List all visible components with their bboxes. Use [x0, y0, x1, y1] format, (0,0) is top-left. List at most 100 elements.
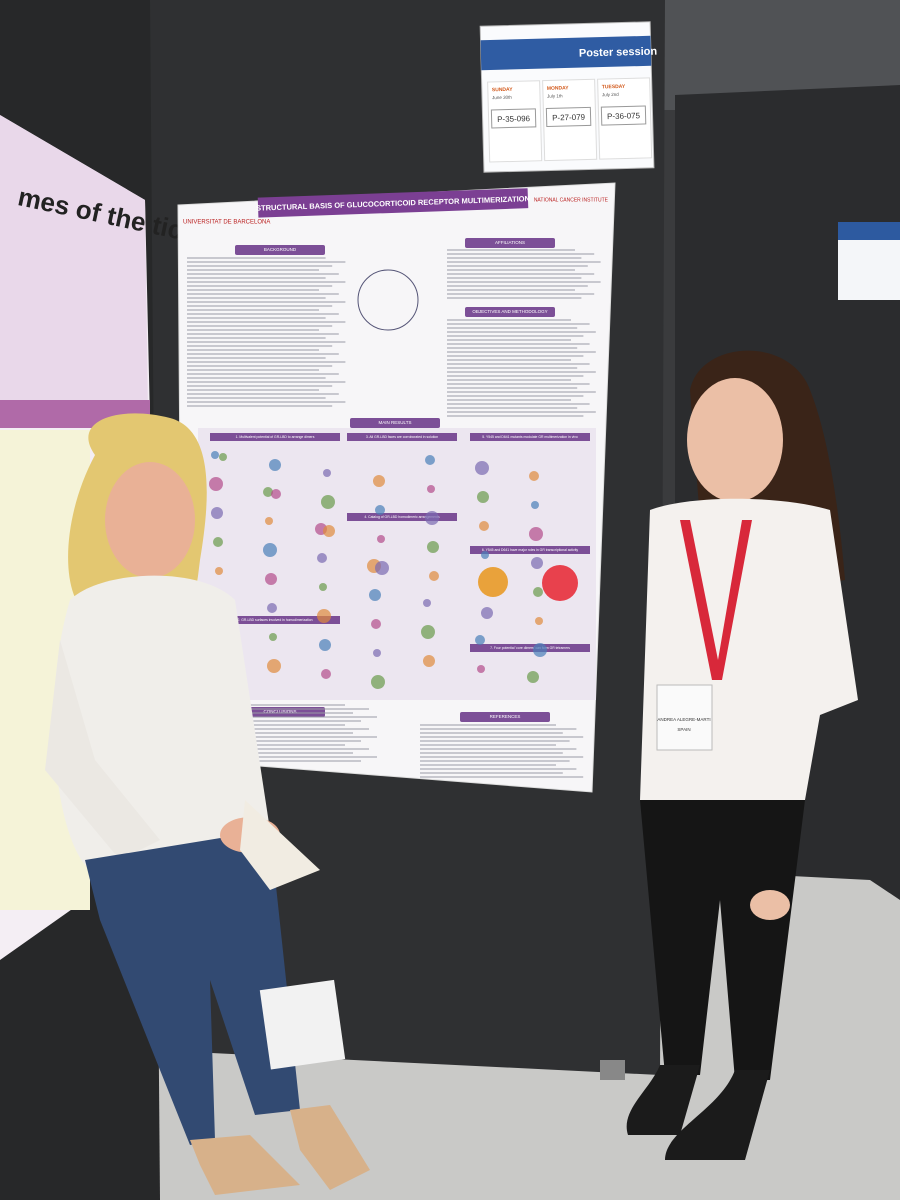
figure-blob — [533, 587, 543, 597]
figure-blob — [377, 535, 385, 543]
section-header — [465, 238, 555, 248]
figure-blob — [375, 505, 385, 515]
figure-blob — [269, 459, 281, 471]
figure-blob — [529, 471, 539, 481]
figure-blob — [427, 485, 435, 493]
figure-blob — [479, 521, 489, 531]
figure-blob — [477, 665, 485, 673]
result-header — [470, 546, 590, 554]
figure-blob — [423, 655, 435, 667]
code-box — [545, 106, 592, 128]
result-title: 3. All GR-LBD faces are corroborated in … — [366, 435, 438, 439]
section-title: REFERENCES — [490, 714, 521, 719]
figure-blob — [271, 489, 281, 499]
figure-blob — [421, 625, 435, 639]
day-date: July 2nd — [602, 92, 619, 97]
poster-code: P-35-096 — [497, 114, 531, 124]
figure-blob — [263, 487, 273, 497]
day-box — [597, 77, 653, 160]
figure-blob — [527, 671, 539, 683]
figure-blob — [265, 573, 277, 585]
day-date: July 1th — [547, 93, 563, 98]
day-name: TUESDAY — [602, 84, 626, 91]
result-title: 6. Y545 and D641 have major roles in GR … — [482, 548, 579, 552]
figure-blob — [209, 477, 223, 491]
figure-blob — [265, 517, 273, 525]
result-title: 4. Catalog of GR-LBD homodimeric arrange… — [364, 515, 439, 519]
day-box — [487, 80, 543, 163]
figure-blob — [213, 537, 223, 547]
figure-blob — [429, 571, 439, 581]
result-header — [347, 433, 457, 441]
result-header — [210, 433, 340, 441]
svg-text:ANDREA ALEGRE-MARTI: ANDREA ALEGRE-MARTI — [657, 717, 710, 722]
section-header — [350, 418, 440, 428]
figure-blob — [529, 527, 543, 541]
figure-blob — [323, 525, 335, 537]
pie — [542, 565, 578, 601]
figure-blob — [211, 451, 219, 459]
result-header — [470, 433, 590, 441]
figure-blob — [321, 495, 335, 509]
results-panel — [198, 428, 596, 700]
figure-blob — [533, 643, 547, 657]
svg-text:UNIVERSITAT DE BARCELONA: UNIVERSITAT DE BARCELONA — [183, 220, 270, 226]
figure-blob — [425, 511, 439, 525]
figure-blob — [369, 589, 381, 601]
figure-blob — [219, 453, 227, 461]
result-title: 2. GR-LBD surfaces involved in homodimer… — [237, 618, 312, 622]
figure-blob — [319, 639, 331, 651]
figure-blob — [211, 507, 223, 519]
figure-blob — [267, 659, 281, 673]
section-title: OBJECTIVES AND METHODOLOGY — [472, 309, 547, 314]
day-name: MONDAY — [547, 85, 570, 92]
day-box — [542, 78, 598, 162]
section-title: AFFILIATIONS — [495, 240, 525, 245]
figure-blob — [481, 607, 493, 619]
figure-blob — [535, 617, 543, 625]
figure-blob — [373, 649, 381, 657]
figure-blob — [375, 561, 389, 575]
figure-blob — [321, 669, 331, 679]
svg-text:Poster session: Poster session — [579, 46, 658, 60]
poster-code: P-36-075 — [607, 111, 641, 121]
figure-blob — [371, 675, 385, 689]
pie — [478, 567, 508, 597]
figure-blob — [481, 551, 489, 559]
figure-blob — [531, 501, 539, 509]
figure-blob — [269, 633, 277, 641]
figure-blob — [423, 599, 431, 607]
section-header — [465, 307, 555, 317]
result-title: 1. Multivalent potential of GR-LBD to ar… — [236, 435, 315, 439]
diagram — [357, 269, 419, 331]
figure-blob — [323, 469, 331, 477]
figure-blob — [319, 583, 327, 591]
section-header — [235, 245, 325, 255]
figure-blob — [425, 455, 435, 465]
figure-blob — [475, 635, 485, 645]
code-box — [600, 105, 647, 126]
figure-blob — [263, 543, 277, 557]
day-date: June 30th — [492, 95, 512, 101]
day-name: SUNDAY — [492, 87, 513, 94]
figure-blob — [371, 619, 381, 629]
figure-blob — [477, 491, 489, 503]
section-title: BACKGROUND — [264, 247, 297, 252]
figure-blob — [531, 557, 543, 569]
section-header — [460, 712, 550, 722]
code-box — [490, 108, 537, 129]
result-title: 7. Four potential 'core dimers' can form… — [490, 646, 570, 650]
svg-text:SPAIN: SPAIN — [677, 727, 690, 732]
result-header — [347, 513, 457, 521]
figure-blob — [475, 461, 489, 475]
section-title: MAIN RESULTS — [379, 420, 412, 425]
figure-blob — [317, 609, 331, 623]
figure-blob — [427, 541, 439, 553]
figure-blob — [267, 603, 277, 613]
figure-blob — [317, 553, 327, 563]
svg-text:NATIONAL CANCER INSTITUTE: NATIONAL CANCER INSTITUTE — [534, 197, 609, 203]
poster-code: P-27-079 — [552, 113, 586, 123]
result-title: 5. Y545 and D641 mutants modulate GR mul… — [482, 435, 578, 439]
